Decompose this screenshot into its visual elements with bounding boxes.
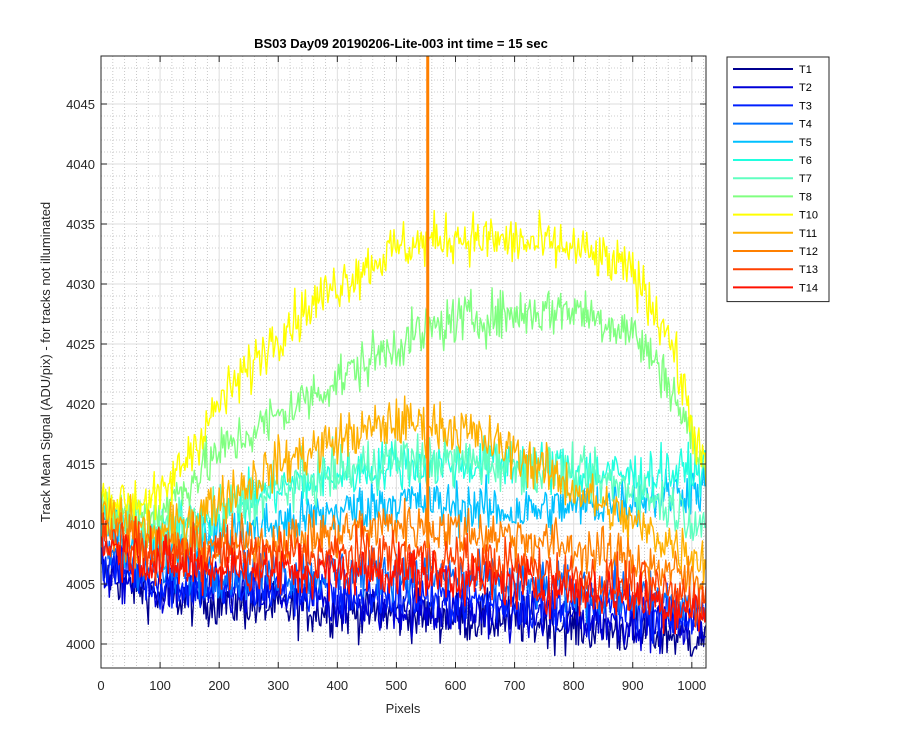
x-axis-label: Pixels	[386, 701, 421, 716]
x-tick-label: 1000	[677, 678, 706, 693]
x-tick-label: 200	[208, 678, 230, 693]
plot-frame	[100, 55, 707, 669]
series-line-T10	[101, 209, 706, 536]
legend: T1 T2 T3 T4 T5 T6 T7 T8 T10 T11 T12 T13 T14	[726, 56, 830, 303]
y-tick-label: 4020	[66, 397, 95, 412]
y-axis-label: Track Mean Signal (ADU/pix) - for tracks…	[38, 202, 53, 522]
y-tick-label: 4010	[66, 517, 95, 532]
legend-label: T8	[799, 191, 812, 203]
legend-label: T3	[799, 100, 812, 112]
series-layer	[101, 56, 706, 657]
x-tick-label: 600	[445, 678, 467, 693]
legend-label: T2	[799, 82, 812, 94]
x-tick-label: 800	[563, 678, 585, 693]
legend-label: T1	[799, 64, 812, 76]
series-line-T8	[101, 287, 706, 537]
y-tick-label: 4015	[66, 457, 95, 472]
y-tick-label: 4040	[66, 157, 95, 172]
y-tick-label: 4030	[66, 277, 95, 292]
legend-label: T6	[799, 155, 812, 167]
legend-label: T7	[799, 173, 812, 185]
x-tick-label: 700	[504, 678, 526, 693]
y-tick-label: 4045	[66, 97, 95, 112]
legend-label: T12	[799, 246, 818, 258]
legend-label: T11	[799, 228, 817, 240]
x-tick-label: 100	[149, 678, 171, 693]
chart-title: BS03 Day09 20190206-Lite-003 int time = …	[254, 36, 548, 51]
y-tick-label: 4035	[66, 217, 95, 232]
x-tick-label: 0	[97, 678, 104, 693]
legend-label: T10	[799, 210, 818, 222]
legend-label: T14	[799, 282, 818, 294]
x-tick-label: 400	[326, 678, 348, 693]
x-tick-label: 500	[386, 678, 408, 693]
y-tick-label: 4025	[66, 337, 95, 352]
legend-label: T4	[799, 119, 812, 131]
series-line-T11	[101, 395, 706, 585]
legend-label: T5	[799, 137, 812, 149]
legend-box	[726, 56, 830, 303]
x-tick-label: 900	[622, 678, 644, 693]
ticks: 0 100 200 300 400 500 600 700 800 900 1000 4000 4005…	[66, 56, 706, 693]
y-tick-label: 4005	[66, 577, 95, 592]
x-tick-label: 300	[267, 678, 289, 693]
series-line-T14	[101, 534, 706, 635]
series-line-T7	[101, 433, 706, 554]
y-tick-label: 4000	[66, 637, 95, 652]
legend-label: T13	[799, 264, 818, 276]
